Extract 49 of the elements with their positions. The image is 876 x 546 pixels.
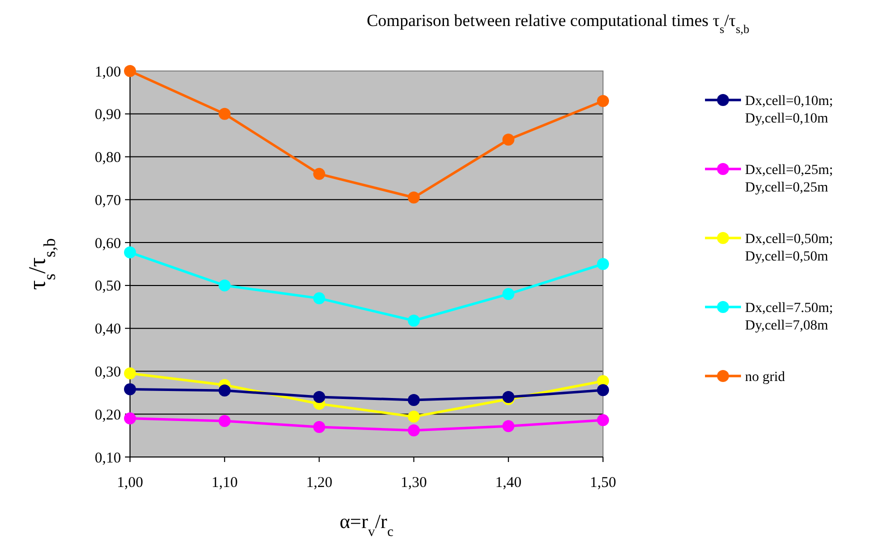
y-tick-label: 1,00 [94,64,121,80]
point [597,414,609,426]
chart-title: Comparison between relative computational times τ$_{s}$/τ$_{s,b}$ [366,11,750,36]
x-axis-title: α=r$_{v}$/r$_{c}$ [340,511,394,540]
point [313,292,326,304]
y-tick-label: 0,10 [94,450,121,466]
legend-label: no grid [745,370,786,385]
point [502,134,514,146]
point [408,192,420,204]
y-tick-label: 0,40 [94,322,121,338]
x-tick-label: 1,40 [495,475,522,491]
point [408,424,420,436]
point [218,384,231,397]
point [408,314,420,327]
y-tick-label: 0,50 [94,278,121,295]
legend-label: Dx,cell=0,10m; Dy,cell=0,10m [745,94,833,126]
legend-label: Dx,cell=0,25m; Dy,cell=0,25m [745,162,833,196]
x-tick-label: 1,00 [116,475,144,491]
x-tick-label: 1,30 [400,475,427,491]
point [218,414,231,427]
y-tick-label: 0,30 [94,364,121,380]
y-tick-label: 0,70 [94,192,121,209]
point [124,412,136,424]
point [502,390,514,403]
y-tick-label: 0,90 [94,107,121,124]
point [408,394,420,406]
point [597,258,609,270]
legend-label: Dx,cell=0,50m; Dy,cell=0,50m [745,232,833,264]
point [218,279,231,292]
point [124,246,136,258]
point [502,420,514,432]
point [408,410,420,423]
point [124,367,136,380]
point [597,95,609,108]
point [313,168,326,180]
point [218,108,231,120]
y-tick-label: 0,80 [94,150,121,166]
point [313,420,326,433]
legend-label: Dx,cell=7.50m; Dy,cell=7,08m [745,300,833,334]
point [313,390,326,403]
point [597,384,609,396]
x-tick-label: 1,20 [306,475,332,491]
y-tick-label: 0,60 [94,236,121,252]
x-tick-label: 1,10 [211,475,238,491]
x-tick-label: 1,50 [590,475,616,491]
point [124,65,136,77]
y-tick-label: 0,20 [94,407,121,424]
point [124,383,136,396]
point [502,288,514,300]
